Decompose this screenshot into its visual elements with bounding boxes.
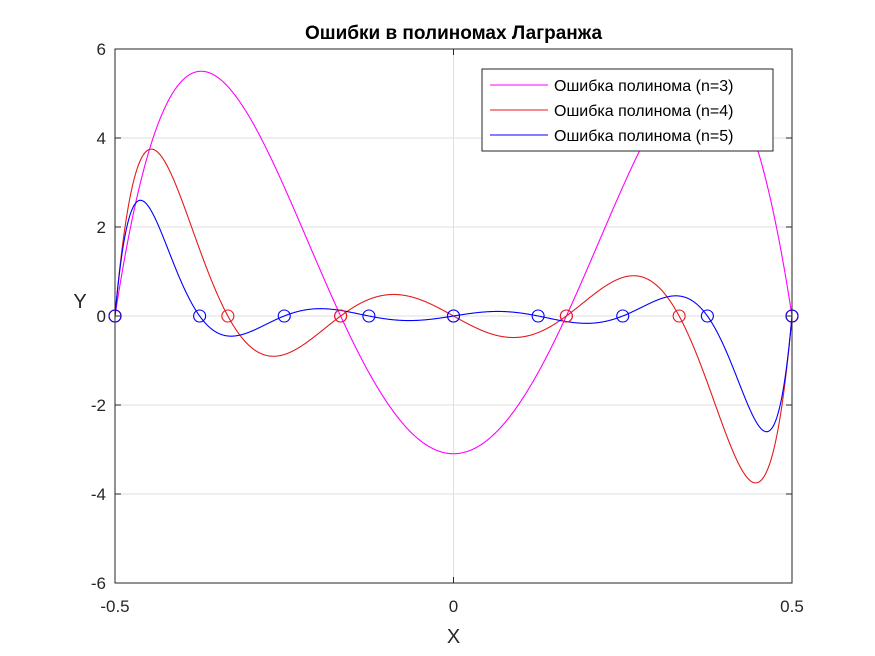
tick-labels: -0.5 0 0.5 -6 -4 -2 0 2 4 6 bbox=[91, 40, 804, 616]
node-marker-n4 bbox=[559, 309, 573, 323]
legend-entry-n5: Ошибка полинома (n=5) bbox=[554, 128, 733, 145]
node-marker-n5 bbox=[277, 309, 291, 323]
node-marker-n5 bbox=[193, 309, 207, 323]
node-marker-n5 bbox=[362, 309, 376, 323]
legend-entry-n4: Ошибка полинома (n=4) bbox=[554, 103, 733, 120]
legend-entry-n3: Ошибка полинома (n=3) bbox=[554, 78, 733, 95]
chart-title: Ошибки в полиномах Лагранжа bbox=[305, 23, 603, 44]
node-marker-n4 bbox=[672, 309, 686, 323]
ticks bbox=[114, 48, 793, 584]
node-marker-n5 bbox=[531, 309, 545, 323]
y-tick-label: -4 bbox=[91, 485, 106, 504]
series-line-n5 bbox=[114, 199, 793, 433]
y-tick-label: -6 bbox=[91, 574, 106, 593]
node-marker-n5 bbox=[446, 309, 461, 323]
node-marker-n5 bbox=[700, 309, 714, 323]
y-tick-label: 2 bbox=[97, 218, 106, 237]
y-tick-label: 6 bbox=[97, 40, 106, 59]
node-marker-n4 bbox=[334, 309, 348, 323]
node-marker-n5 bbox=[616, 309, 630, 323]
x-tick-label: 0.5 bbox=[780, 597, 804, 616]
y-tick-label: -2 bbox=[91, 396, 106, 415]
legend: Ошибка полинома (n=3) Ошибка полинома (n=… bbox=[481, 68, 774, 152]
y-tick-label: 0 bbox=[97, 307, 106, 326]
x-tick-label: -0.5 bbox=[100, 597, 129, 616]
y-axis-label: Y bbox=[73, 291, 86, 313]
x-tick-label: 0 bbox=[449, 597, 458, 616]
x-axis-label: X bbox=[447, 626, 460, 648]
y-tick-label: 4 bbox=[97, 129, 106, 148]
node-marker-n4 bbox=[221, 309, 235, 323]
